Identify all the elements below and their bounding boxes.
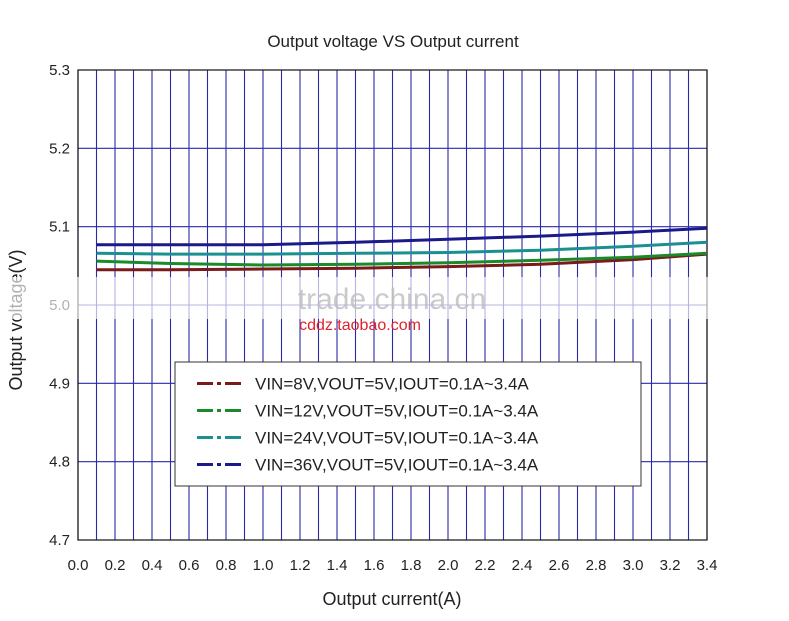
x-tick-label: 3.4 [697, 557, 718, 574]
y-tick-label: 4.9 [49, 375, 70, 392]
y-axis-title: Output voltage(V) [6, 249, 26, 390]
series-layer [96, 226, 708, 272]
x-tick-label: 1.6 [364, 557, 385, 574]
watermark-band [0, 277, 789, 319]
series-line [96, 251, 708, 267]
series-line [96, 252, 708, 272]
y-tick-label: 5.2 [49, 140, 70, 157]
y-tick-label: 5.1 [49, 219, 70, 236]
watermark-subtext: cddz.taobao.com [299, 317, 421, 334]
series-line [96, 240, 708, 256]
tick-labels: 0.0 0.2 0.4 0.6 0.8 1.0 1.2 1.4 1.6 1.8 2.0 2.2 2.4 2… [49, 62, 717, 574]
legend-label: VIN=24V,VOUT=5V,IOUT=0.1A~3.4A [255, 429, 539, 448]
x-tick-label: 0.4 [142, 557, 163, 574]
x-tick-label: 1.4 [327, 557, 348, 574]
watermark-text: trade.china.cn [298, 283, 486, 316]
x-tick-label: 2.6 [549, 557, 570, 574]
legend-label: VIN=36V,VOUT=5V,IOUT=0.1A~3.4A [255, 456, 539, 475]
x-axis-title: Output current(A) [322, 589, 461, 609]
x-tick-label: 3.0 [623, 557, 644, 574]
x-tick-label: 1.2 [290, 557, 311, 574]
x-tick-label: 3.2 [660, 557, 681, 574]
x-tick-label: 2.2 [475, 557, 496, 574]
y-tick-label: 4.7 [49, 532, 70, 549]
x-tick-label: 0.8 [216, 557, 237, 574]
x-tick-label: 0.6 [179, 557, 200, 574]
x-tick-label: 0.2 [105, 557, 126, 574]
x-tick-label: 1.0 [253, 557, 274, 574]
y-tick-label: 5.3 [49, 62, 70, 79]
chart-title: Output voltage VS Output current [267, 32, 519, 51]
x-tick-label: 2.8 [586, 557, 607, 574]
x-tick-label: 0.0 [68, 557, 89, 574]
legend: VIN=8V,VOUT=5V,IOUT=0.1A~3.4A VIN=12V,VOU… [174, 361, 642, 487]
legend-box [174, 361, 642, 487]
series-line [96, 226, 708, 247]
x-tick-label: 1.8 [401, 557, 422, 574]
x-tick-label: 2.0 [438, 557, 459, 574]
legend-label: VIN=8V,VOUT=5V,IOUT=0.1A~3.4A [255, 375, 529, 394]
x-tick-label: 2.4 [512, 557, 533, 574]
y-tick-label: 4.8 [49, 454, 70, 471]
legend-label: VIN=12V,VOUT=5V,IOUT=0.1A~3.4A [255, 402, 539, 421]
